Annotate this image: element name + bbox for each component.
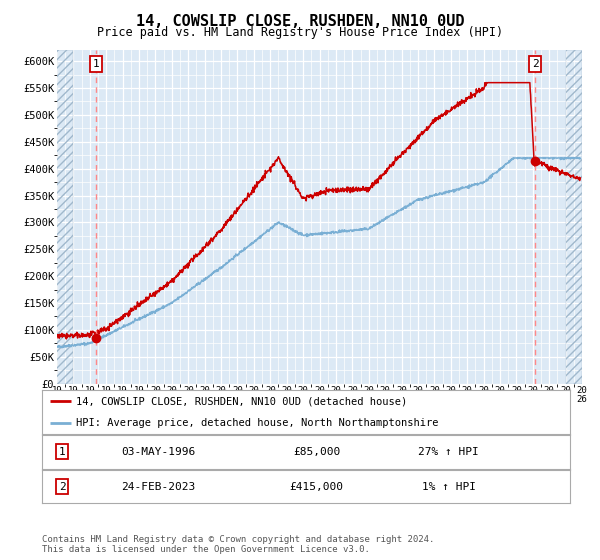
Text: 14, COWSLIP CLOSE, RUSHDEN, NN10 0UD (detached house): 14, COWSLIP CLOSE, RUSHDEN, NN10 0UD (de…: [76, 396, 407, 406]
Text: £85,000: £85,000: [293, 447, 340, 457]
Text: 1: 1: [92, 59, 99, 69]
Text: 1% ↑ HPI: 1% ↑ HPI: [422, 482, 476, 492]
Text: 14, COWSLIP CLOSE, RUSHDEN, NN10 0UD: 14, COWSLIP CLOSE, RUSHDEN, NN10 0UD: [136, 14, 464, 29]
Text: 27% ↑ HPI: 27% ↑ HPI: [418, 447, 479, 457]
Text: 2: 2: [59, 482, 65, 492]
Text: £415,000: £415,000: [290, 482, 344, 492]
Text: 1: 1: [59, 447, 65, 457]
Text: Contains HM Land Registry data © Crown copyright and database right 2024.
This d: Contains HM Land Registry data © Crown c…: [42, 535, 434, 554]
Text: Price paid vs. HM Land Registry's House Price Index (HPI): Price paid vs. HM Land Registry's House …: [97, 26, 503, 39]
Text: 2: 2: [532, 59, 539, 69]
Text: 03-MAY-1996: 03-MAY-1996: [121, 447, 195, 457]
Text: 24-FEB-2023: 24-FEB-2023: [121, 482, 195, 492]
Text: HPI: Average price, detached house, North Northamptonshire: HPI: Average price, detached house, Nort…: [76, 418, 439, 428]
